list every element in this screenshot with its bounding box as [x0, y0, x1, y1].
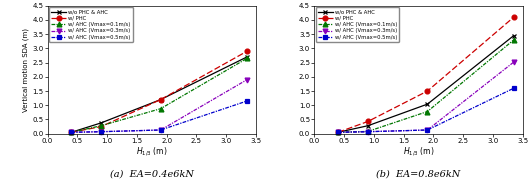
Title: (b)  EA=0.8e6kN: (b) EA=0.8e6kN	[376, 170, 460, 179]
Legend: w/o PHC & AHC, w/ PHC, w/ AHC (Vmax=0.1m/s), w/ AHC (Vmax=0.3m/s), w/ AHC (Vmax=: w/o PHC & AHC, w/ PHC, w/ AHC (Vmax=0.1m…	[316, 7, 399, 42]
Y-axis label: Vertical motion SDA (m): Vertical motion SDA (m)	[23, 28, 30, 112]
Legend: w/o PHC & AHC, w/ PHC, w/ AHC (Vmax=0.1m/s), w/ AHC (Vmax=0.3m/s), w/ AHC (Vmax=: w/o PHC & AHC, w/ PHC, w/ AHC (Vmax=0.1m…	[49, 7, 133, 42]
Title: (a)  EA=0.4e6kN: (a) EA=0.4e6kN	[110, 170, 194, 179]
X-axis label: $H_{1/3}$ (m): $H_{1/3}$ (m)	[403, 145, 435, 158]
X-axis label: $H_{1/3}$ (m): $H_{1/3}$ (m)	[136, 145, 167, 158]
